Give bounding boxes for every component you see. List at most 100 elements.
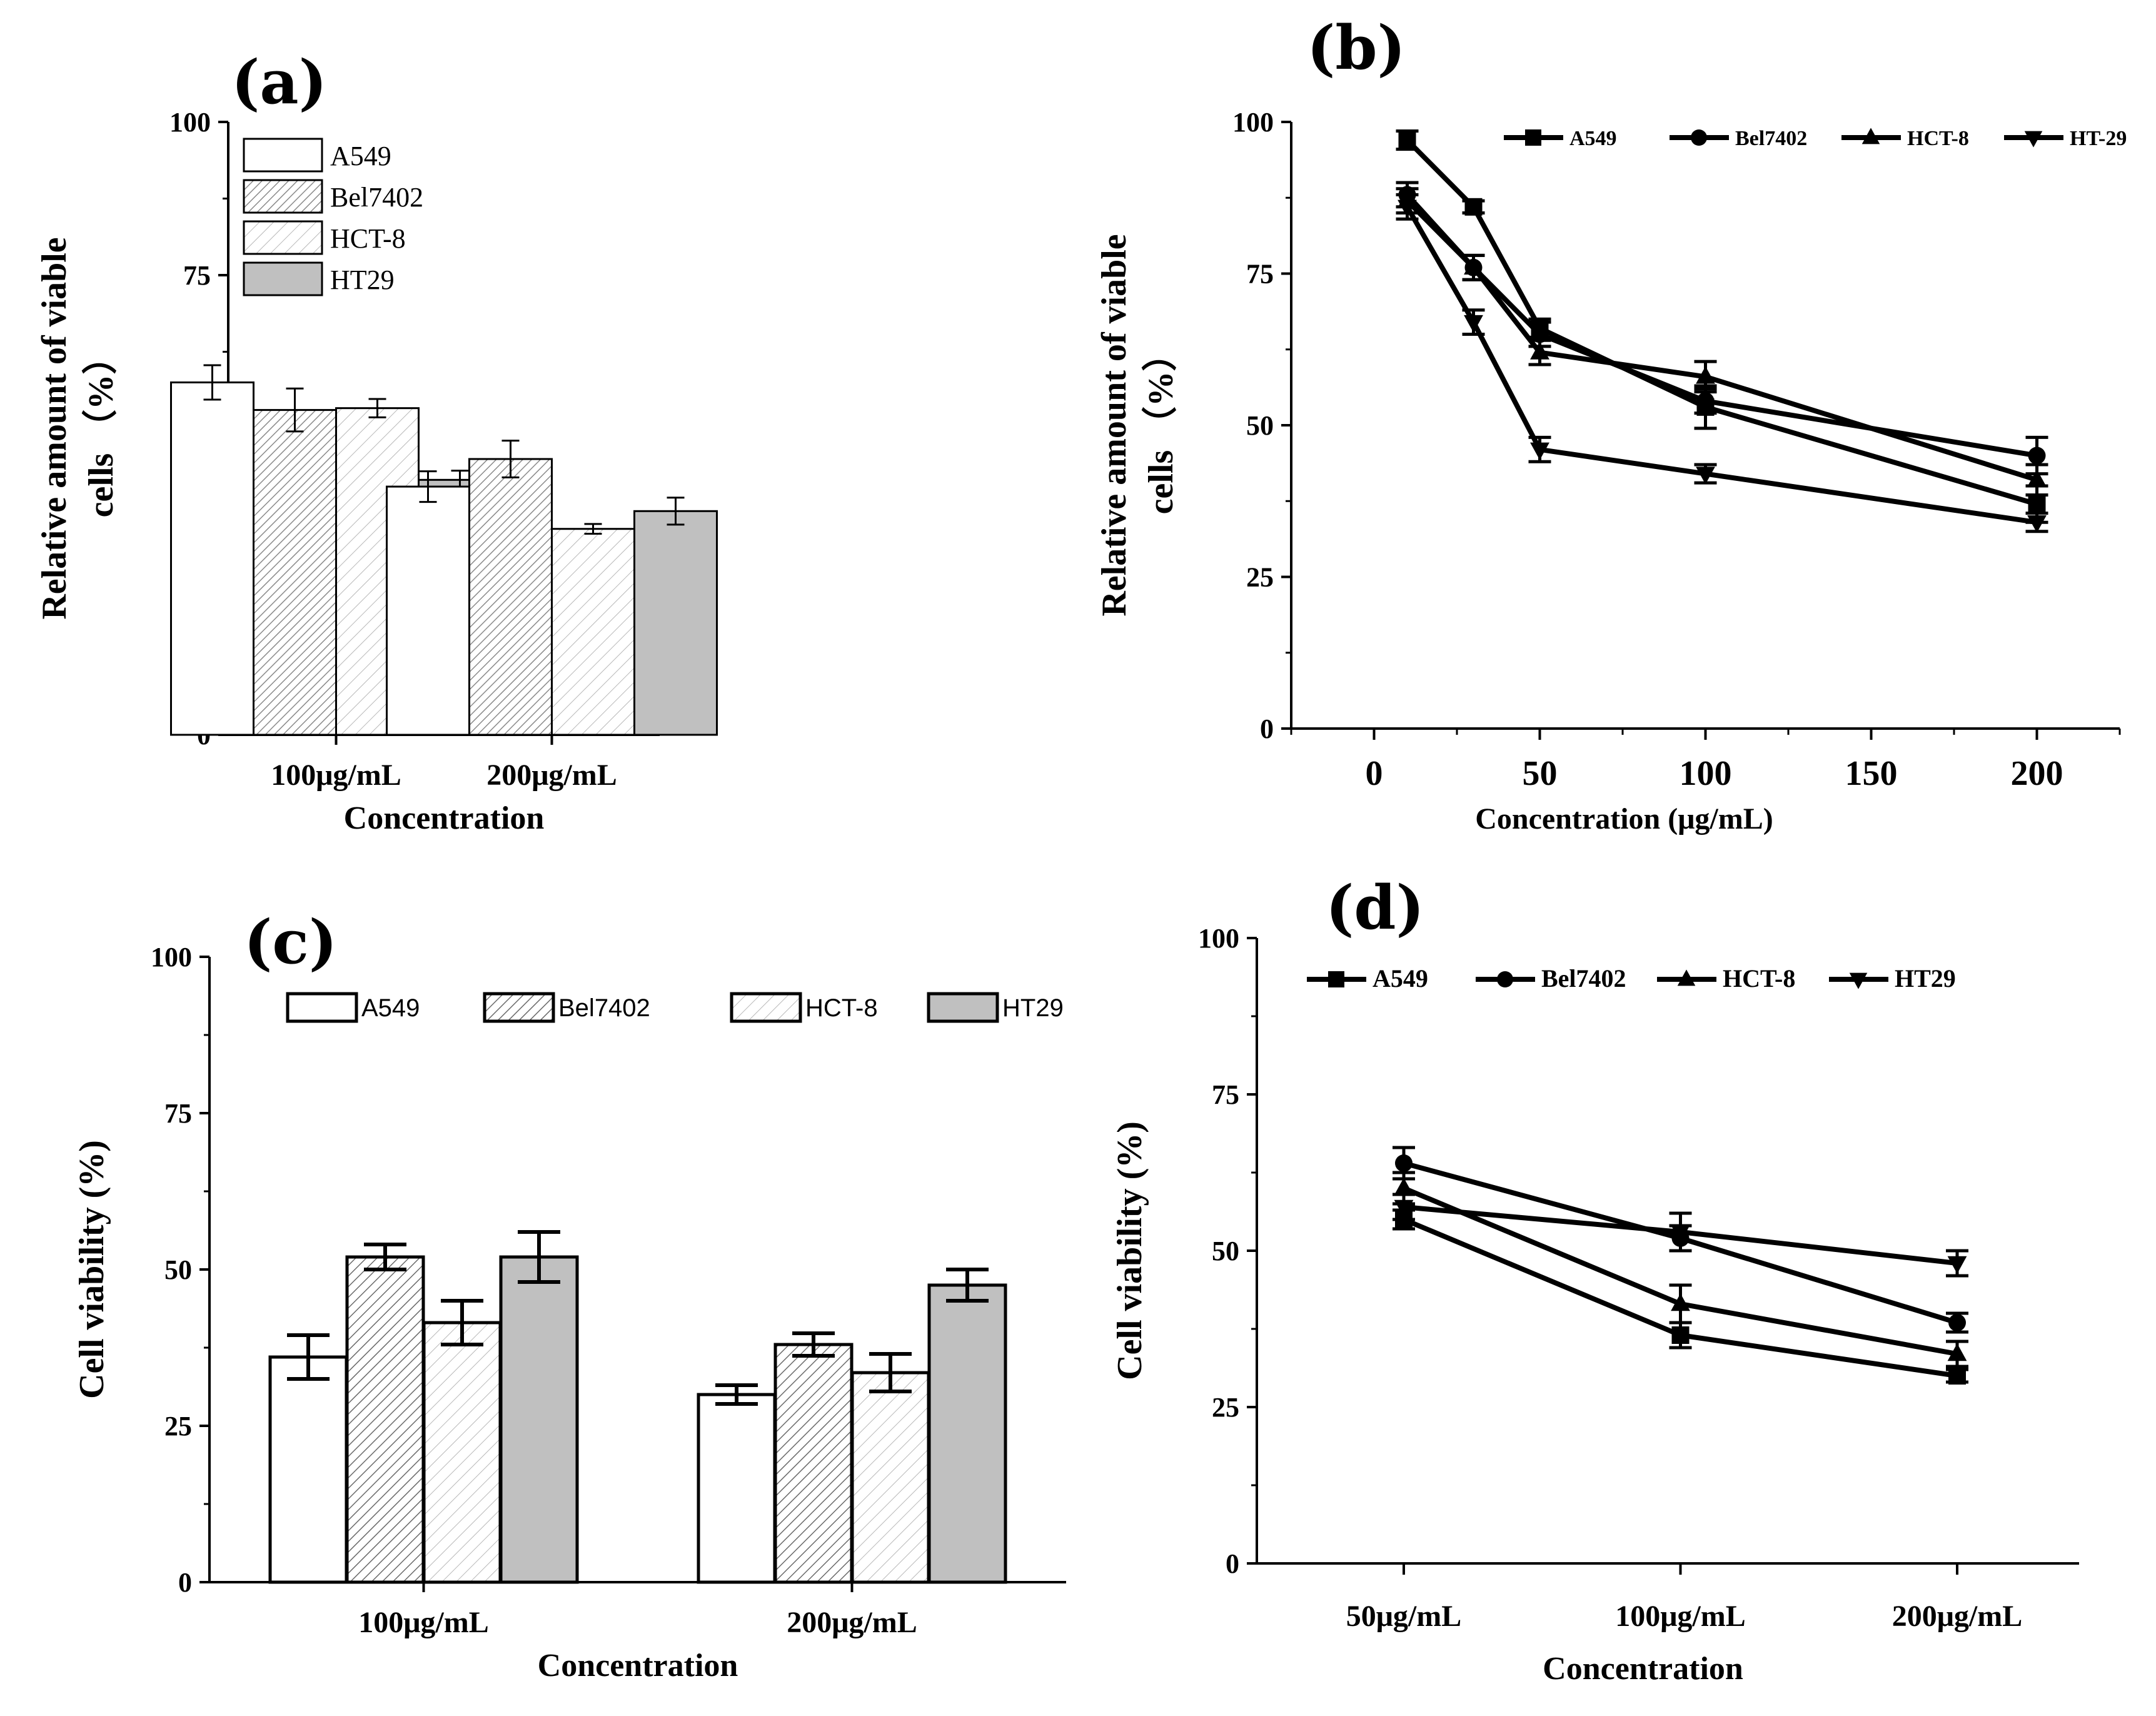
- legend-marker-hct-8: [1861, 128, 1880, 144]
- point-ht-29-5: [2027, 515, 2047, 533]
- y-tick-label: 100: [151, 942, 192, 972]
- bar-bel7402-1: [345, 1255, 425, 1584]
- bar-ht29-2: [633, 510, 718, 736]
- point-bel7402-1: [1395, 1154, 1413, 1172]
- legend-marker-a549: [1328, 971, 1344, 987]
- bar-a549-2: [386, 485, 470, 736]
- legend-marker-hct-8: [1677, 969, 1696, 986]
- x-tick-label: 150: [1845, 754, 1898, 793]
- y-axis-label: Cell viability (%): [1111, 1121, 1149, 1380]
- bar-hct-8-1: [422, 1321, 502, 1584]
- point-a549-3: [1948, 1367, 1966, 1385]
- bar-a549-2: [697, 1393, 777, 1584]
- y-tick-label: 50: [164, 1254, 192, 1285]
- point-hct-8-3: [1947, 1343, 1967, 1361]
- bar-ht29-1: [499, 1255, 579, 1584]
- y-tick-label: 75: [1212, 1079, 1239, 1110]
- point-ht-29-1: [1398, 199, 1417, 218]
- point-bel7402-4: [1696, 392, 1715, 410]
- legend-label-ht-29: HT-29: [2070, 127, 2127, 150]
- point-a549-2: [1671, 1326, 1690, 1344]
- x-axis-label: Concentration: [344, 800, 545, 836]
- legend-marker-ht-29: [2024, 131, 2043, 148]
- point-a549-5: [2028, 495, 2046, 513]
- x-tick-label: 50μg/mL: [1346, 1600, 1462, 1633]
- legend-marker-bel7402: [1691, 129, 1707, 146]
- legend-swatch-a549: [243, 138, 323, 173]
- y-tick-label: 25: [1212, 1392, 1239, 1423]
- x-axis-label: Concentration: [1543, 1651, 1743, 1687]
- point-ht-29-2: [1464, 315, 1483, 333]
- x-tick-label: 100: [1680, 754, 1732, 793]
- bar-hct-8-2: [551, 528, 635, 736]
- y-tick-label: 100: [1232, 107, 1274, 138]
- legend-swatch-ht29: [927, 992, 999, 1023]
- bar-bel7402-2: [773, 1343, 854, 1584]
- legend-swatch-ht29: [243, 261, 323, 296]
- panel-c: (c) Cell viability (%) 0 25 50 75 100 100μg/mL 2…: [73, 907, 1066, 1683]
- legend-label-a549: A549: [361, 994, 420, 1022]
- legend-swatch-hct-8: [730, 992, 802, 1023]
- point-hct-8-1: [1394, 1178, 1414, 1196]
- x-tick-label: 50: [1523, 754, 1558, 793]
- y-tick-label: 75: [183, 260, 211, 291]
- point-a549-1: [1398, 131, 1416, 149]
- point-ht29-3: [1947, 1256, 1967, 1274]
- point-hct-8-3: [1530, 341, 1549, 360]
- point-ht-29-4: [1696, 467, 1715, 485]
- panel-label: (a): [231, 47, 327, 118]
- legend-label-ht29: HT29: [1895, 964, 1956, 992]
- legend-label-a549: A549: [330, 141, 391, 171]
- legend-marker-ht29: [1849, 972, 1868, 989]
- panel-b: (b) Relative amount of viable cells （%） 0 25…: [1095, 13, 2127, 835]
- legend-marker-a549: [1525, 129, 1541, 146]
- panel-label: (d): [1326, 872, 1424, 943]
- point-hct-8-5: [2027, 469, 2047, 487]
- bar-a549-1: [268, 1355, 348, 1584]
- x-tick-label: 200μg/mL: [787, 1606, 917, 1639]
- x-tick-label: 0: [1366, 754, 1383, 793]
- y-axis-label: Relative amount of viable: [35, 237, 74, 619]
- legend-label-hct-8: HCT-8: [330, 223, 406, 254]
- legend-label-bel7402: Bel7402: [1735, 127, 1807, 150]
- legend-label-a549: A549: [1373, 964, 1428, 992]
- x-tick-label: 200μg/mL: [486, 759, 617, 792]
- point-bel7402-5: [2028, 447, 2046, 465]
- bar-a549-1: [170, 381, 254, 736]
- bar-ht29-2: [927, 1283, 1007, 1584]
- x-tick-label: 200: [2011, 754, 2063, 793]
- x-axis-label: Concentration: [538, 1648, 738, 1683]
- point-hct-8-2: [1671, 1293, 1690, 1311]
- y-axis-label: Relative amount of viable: [1095, 234, 1134, 616]
- y-axis-label: cells （%）: [1141, 336, 1181, 515]
- y-tick-label: 50: [1212, 1236, 1239, 1266]
- legend-label-hct-8: HCT-8: [1907, 127, 1969, 150]
- legend-swatch-a549: [286, 992, 358, 1023]
- point-a549-2: [1464, 198, 1483, 216]
- legend-label-bel7402: Bel7402: [1541, 964, 1626, 992]
- point-hct-8-4: [1696, 366, 1715, 384]
- x-tick-label: 100μg/mL: [358, 1606, 489, 1639]
- x-tick-label: 100μg/mL: [271, 759, 401, 792]
- point-ht29-1: [1394, 1199, 1414, 1218]
- x-axis-label: Concentration (μg/mL): [1475, 802, 1773, 835]
- point-bel7402-3: [1531, 325, 1549, 343]
- series-line-bel7402: [1405, 193, 2038, 458]
- panel-d: (d) Cell viability (%) 0 25 50 75 100 50μg/mL 10…: [1111, 872, 2079, 1687]
- legend-label-ht29: HT29: [330, 265, 395, 295]
- legend-label-a549: A549: [1569, 127, 1617, 150]
- y-tick-label: 100: [1198, 923, 1239, 954]
- y-tick-label: 25: [1246, 562, 1274, 593]
- legend-label-bel7402: Bel7402: [330, 182, 423, 213]
- point-ht29-2: [1671, 1224, 1690, 1243]
- y-tick-label: 75: [1246, 259, 1274, 290]
- point-bel7402-3: [1948, 1314, 1966, 1331]
- point-hct-8-2: [1464, 257, 1483, 275]
- legend-label-bel7402: Bel7402: [558, 994, 650, 1022]
- y-tick-label: 100: [169, 107, 211, 138]
- legend-label-hct-8: HCT-8: [805, 994, 878, 1022]
- y-tick-label: 0: [1226, 1548, 1239, 1579]
- bar-hct-8-2: [850, 1371, 930, 1584]
